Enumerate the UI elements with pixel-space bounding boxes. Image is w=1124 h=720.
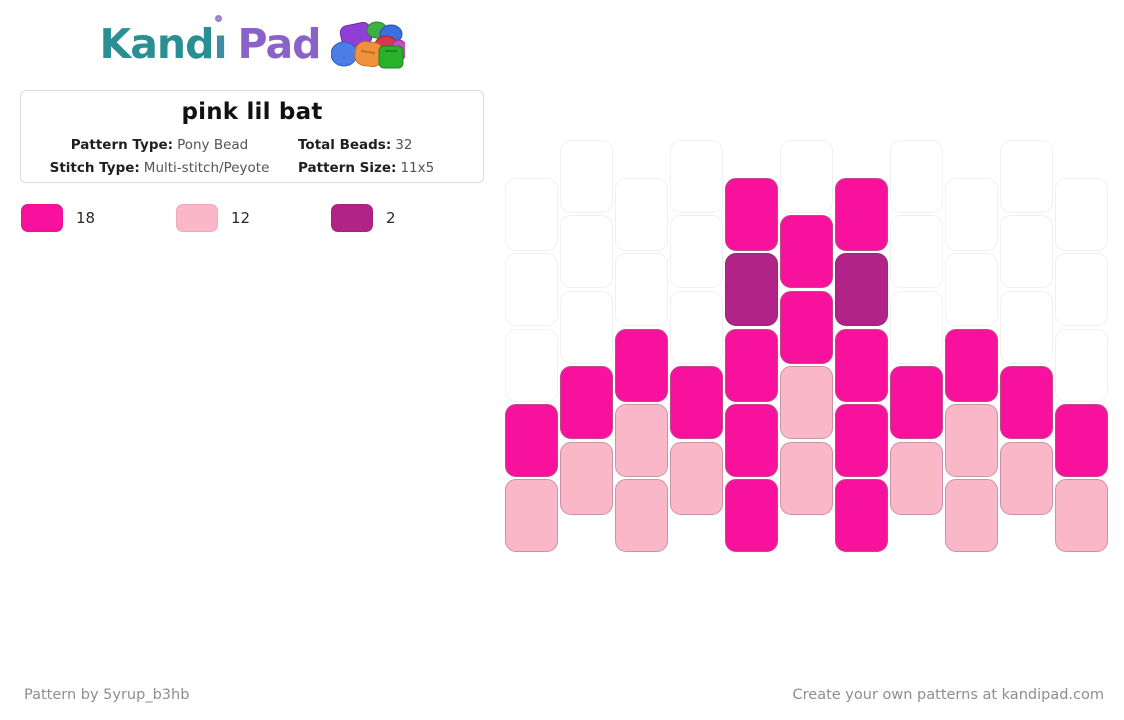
empty-cell <box>560 215 613 289</box>
empty-cell <box>1055 177 1108 251</box>
bead-light-pink <box>890 441 943 515</box>
bead-light-pink <box>615 479 668 553</box>
bead-hot-pink <box>725 177 778 251</box>
empty-cell <box>1055 328 1108 402</box>
pattern-size-field: Pattern Size: 11x5 <box>298 160 434 176</box>
kandi-pad-logo[interactable]: Kand ı Pad <box>0 14 504 70</box>
total-beads-value: 32 <box>395 136 413 153</box>
empty-cell <box>505 177 558 251</box>
bead-light-pink <box>780 366 833 440</box>
bead-light-pink <box>560 441 613 515</box>
light-pink-count: 12 <box>231 209 251 227</box>
legend-item-dark-magenta: 2 <box>331 204 486 232</box>
empty-cell <box>670 215 723 289</box>
bead-light-pink <box>1000 441 1053 515</box>
pattern-size-value: 11x5 <box>400 159 435 176</box>
empty-cell <box>890 215 943 289</box>
bead-light-pink <box>670 441 723 515</box>
bead-hot-pink <box>835 403 888 477</box>
bead-hot-pink <box>505 403 558 477</box>
logo-letter-i: ı <box>213 14 228 65</box>
empty-cell <box>670 290 723 364</box>
bead-hot-pink <box>725 328 778 402</box>
logo-wordmark: Kand ı Pad <box>99 14 322 68</box>
bead-hot-pink <box>780 215 833 289</box>
empty-cell <box>890 140 943 213</box>
pattern-info-card: pink lil bat Pattern Type: Pony Bead Tota… <box>20 90 484 183</box>
bead-light-pink <box>1055 479 1108 553</box>
hot-pink-swatch <box>21 204 63 232</box>
hot-pink-count: 18 <box>76 209 96 227</box>
light-pink-swatch <box>176 204 218 232</box>
pattern-type-field: Pattern Type: Pony Bead <box>21 137 298 153</box>
pattern-type-value: Pony Bead <box>177 136 249 153</box>
beads-pile-icon <box>330 21 405 69</box>
dark-magenta-count: 2 <box>386 209 396 227</box>
bead-hot-pink <box>890 366 943 440</box>
logo-word-pad: Pad <box>237 19 322 68</box>
logo-word-kandi: Kand <box>99 19 214 68</box>
empty-cell <box>890 290 943 364</box>
bead-light-pink <box>615 403 668 477</box>
empty-cell <box>560 140 613 213</box>
bead-hot-pink <box>835 177 888 251</box>
pattern-author: Pattern by 5yrup_b3hb <box>24 687 190 703</box>
empty-cell <box>615 177 668 251</box>
bead-dark-magenta <box>835 253 888 327</box>
bead-ring-icon <box>215 14 223 22</box>
bead-hot-pink <box>835 479 888 553</box>
total-beads-label: Total Beads: <box>298 136 392 153</box>
total-beads-field: Total Beads: 32 <box>298 137 412 153</box>
pattern-meta: Pattern Type: Pony Bead Total Beads: 32 St… <box>21 133 483 179</box>
empty-cell <box>945 177 998 251</box>
empty-cell <box>670 140 723 213</box>
bead-hot-pink <box>725 403 778 477</box>
bead-hot-pink <box>1055 403 1108 477</box>
bead-hot-pink <box>615 328 668 402</box>
empty-cell <box>1000 140 1053 213</box>
pattern-grid <box>505 140 1109 554</box>
stitch-type-value: Multi-stitch/Peyote <box>143 159 270 176</box>
bead-hot-pink <box>780 290 833 364</box>
pattern-type-label: Pattern Type: <box>70 136 174 153</box>
empty-cell <box>560 290 613 364</box>
bead-light-pink <box>780 441 833 515</box>
bead-dark-magenta <box>725 253 778 327</box>
meta-row-2: Stitch Type: Multi-stitch/Peyote Pattern … <box>21 156 483 179</box>
bead-hot-pink <box>560 366 613 440</box>
meta-row-1: Pattern Type: Pony Bead Total Beads: 32 <box>21 133 483 156</box>
bead-hot-pink <box>835 328 888 402</box>
pattern-size-label: Pattern Size: <box>298 159 397 176</box>
pattern-title: pink lil bat <box>181 99 323 125</box>
empty-cell <box>945 253 998 327</box>
bead-hot-pink <box>1000 366 1053 440</box>
bead-hot-pink <box>725 479 778 553</box>
empty-cell <box>1055 253 1108 327</box>
empty-cell <box>780 140 833 213</box>
bead-light-pink <box>945 479 998 553</box>
dark-magenta-swatch <box>331 204 373 232</box>
bead-hot-pink <box>945 328 998 402</box>
bead-light-pink <box>505 479 558 553</box>
color-legend: 18 12 2 <box>21 204 486 232</box>
stitch-type-label: Stitch Type: <box>49 159 140 176</box>
empty-cell <box>505 253 558 327</box>
legend-item-light-pink: 12 <box>176 204 331 232</box>
stitch-type-field: Stitch Type: Multi-stitch/Peyote <box>21 160 298 176</box>
site-promo-text: Create your own patterns at kandipad.com <box>792 687 1104 703</box>
empty-cell <box>1000 215 1053 289</box>
legend-item-hot-pink: 18 <box>21 204 176 232</box>
empty-cell <box>505 328 558 402</box>
empty-cell <box>615 253 668 327</box>
bead-light-pink <box>945 403 998 477</box>
empty-cell <box>1000 290 1053 364</box>
bead-hot-pink <box>670 366 723 440</box>
